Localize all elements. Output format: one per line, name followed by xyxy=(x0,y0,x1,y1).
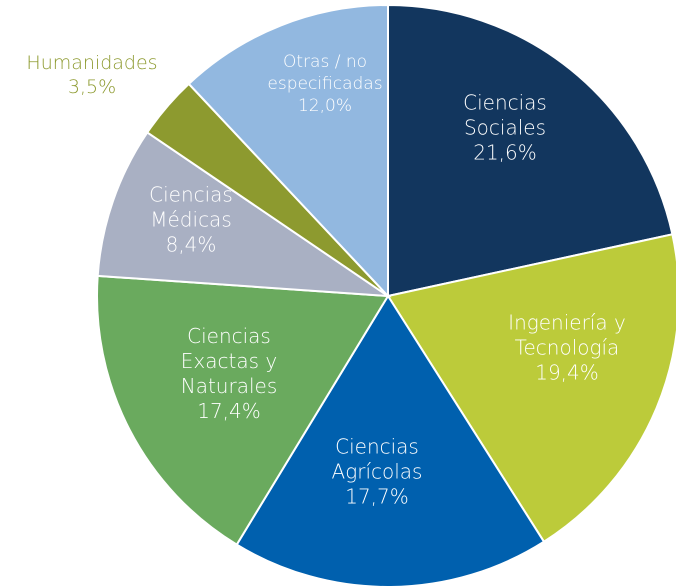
pie-slice xyxy=(235,294,546,586)
slice-label: Otras / no especificadas 12,0% xyxy=(255,51,395,117)
pie-slice xyxy=(96,131,392,298)
category-label: Humanidades xyxy=(26,52,158,74)
category-label: Otras / no especificadas xyxy=(267,52,383,94)
category-label: Ingeniería y Tecnología xyxy=(508,310,626,360)
category-label: Ciencias Agrícolas xyxy=(331,434,423,484)
slice-label: Ciencias Médicas 8,4% xyxy=(136,183,246,258)
slice-label: Ciencias Agrícolas 17,7% xyxy=(312,435,442,510)
value-label: 19,4% xyxy=(535,360,599,385)
pie-slice xyxy=(386,233,676,544)
pie-slice xyxy=(96,274,390,546)
category-label: Ciencias Médicas xyxy=(149,182,233,232)
slice-label: Ciencias Sociales 21,6% xyxy=(445,91,565,166)
slice-label: Ingeniería y Tecnología 19,4% xyxy=(487,311,647,386)
category-label: Ciencias Exactas y Naturales xyxy=(180,324,278,398)
value-label: 17,7% xyxy=(345,484,409,509)
value-label: 17,4% xyxy=(197,399,261,423)
value-label: 12,0% xyxy=(297,96,352,116)
value-label: 3,5% xyxy=(67,76,117,98)
value-label: 21,6% xyxy=(473,140,537,165)
value-label: 8,4% xyxy=(165,232,217,257)
category-label: Ciencias Sociales xyxy=(463,90,547,140)
slice-label: Humanidades 3,5% xyxy=(26,51,157,99)
pie-slice xyxy=(187,3,389,299)
slice-label: Ciencias Exactas y Naturales 17,4% xyxy=(167,324,292,424)
pie-slice xyxy=(387,3,674,298)
